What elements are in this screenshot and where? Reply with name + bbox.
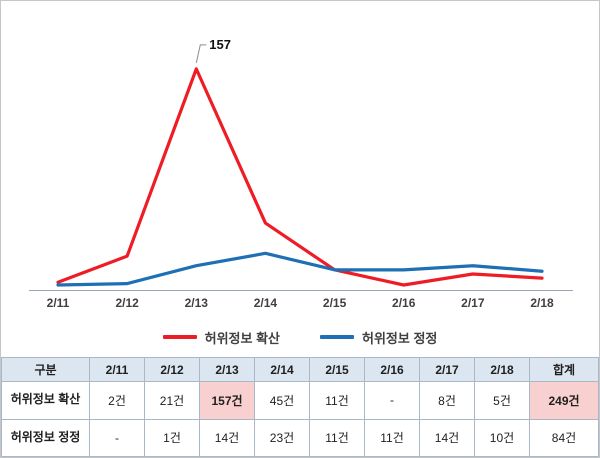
table-row: 허위정보 확산 2건 21건 157건 45건 11건 -8건 5건 249건 — [1, 381, 599, 420]
annotation-label: 157 — [209, 37, 231, 52]
table-row-label: 허위정보 확산 — [1, 381, 90, 420]
legend-label-correction: 허위정보 정정 — [362, 330, 438, 346]
table-row: 허위정보 정정 -1건 14건 23건 11건 11건 14건 10건 84건 — [1, 418, 599, 457]
table-cell: 14건 — [419, 418, 475, 457]
summary-table: 구분 2/11 2/12 2/13 2/14 2/15 2/16 2/17 2/18 합계 허위정… — [1, 357, 599, 457]
table-cell: - — [364, 381, 420, 420]
table-cell-highlighted: 249건 — [529, 381, 599, 420]
series-line-0 — [56, 67, 544, 287]
table-header-cell: 구분 — [1, 357, 90, 382]
legend-item-correction: 허위정보 정정 — [320, 328, 437, 347]
series-line-1 — [56, 251, 544, 287]
table-cell: 11건 — [364, 418, 420, 457]
table-header-cell: 2/15 — [309, 357, 365, 382]
legend-swatch-spread-line — [162, 335, 197, 339]
table-cell: 1건 — [144, 418, 200, 457]
table-header-cell: 합계 — [529, 357, 599, 382]
table-header-row: 구분 2/11 2/12 2/13 2/14 2/15 2/16 2/17 2/18 합계 — [1, 357, 599, 382]
table-cell: 23건 — [254, 418, 310, 457]
x-axis-label: 2/15 — [323, 296, 347, 310]
table-body: 허위정보 확산 2건 21건 157건 45건 11건 -8건 5건 249건 허위정보 정정 -1… — [1, 381, 599, 457]
table-cell: 2건 — [89, 381, 145, 420]
x-axis-label: 2/14 — [254, 296, 278, 310]
table-header-cell: 2/16 — [364, 357, 420, 382]
table-header-cell: 2/12 — [144, 357, 200, 382]
table-header-cell: 2/13 — [199, 357, 255, 382]
x-axis-label: 2/12 — [115, 296, 139, 310]
table-cell: 14건 — [199, 418, 255, 457]
legend-label-spread: 허위정보 확산 — [204, 330, 280, 346]
legend-swatch-correction-line — [320, 335, 354, 339]
table-cell: 45건 — [254, 381, 310, 420]
table-cell: 11건 — [309, 418, 365, 457]
table-cell: 11건 — [309, 381, 365, 420]
chart-legend: 허위정보 확산 허위정보 정정 — [1, 317, 599, 357]
x-axis-label: 2/18 — [530, 296, 554, 310]
x-axis-label: 2/17 — [461, 296, 485, 310]
x-axis-label: 2/13 — [185, 296, 209, 310]
table-header-cell: 2/17 — [419, 357, 475, 382]
table-cell: 10건 — [474, 418, 530, 457]
table-cell-highlighted: 157건 — [199, 381, 255, 420]
chart-canvas: 2/11 2/12 2/13 2/14 2/15 2/16 2/17 2/18 157 — [29, 37, 573, 310]
legend-item-spread: 허위정보 확산 — [162, 328, 280, 347]
table-header-cell: 2/11 — [89, 357, 145, 382]
table-header-cell: 2/18 — [474, 357, 530, 382]
annotation-leader-line — [195, 44, 207, 64]
table-cell: 5건 — [474, 381, 530, 420]
table-cell: 21건 — [144, 381, 200, 420]
table-cell: 84건 — [529, 418, 599, 457]
table-cell: - — [89, 418, 145, 457]
table-cell: 8건 — [419, 381, 475, 420]
line-chart: 2/11 2/12 2/13 2/14 2/15 2/16 2/17 2/18 157 허위정보… — [1, 1, 599, 357]
table-row-label: 허위정보 정정 — [1, 418, 90, 457]
x-axis-label: 2/11 — [47, 296, 70, 310]
x-axis-label: 2/16 — [392, 296, 416, 310]
table-header-cell: 2/14 — [254, 357, 310, 382]
